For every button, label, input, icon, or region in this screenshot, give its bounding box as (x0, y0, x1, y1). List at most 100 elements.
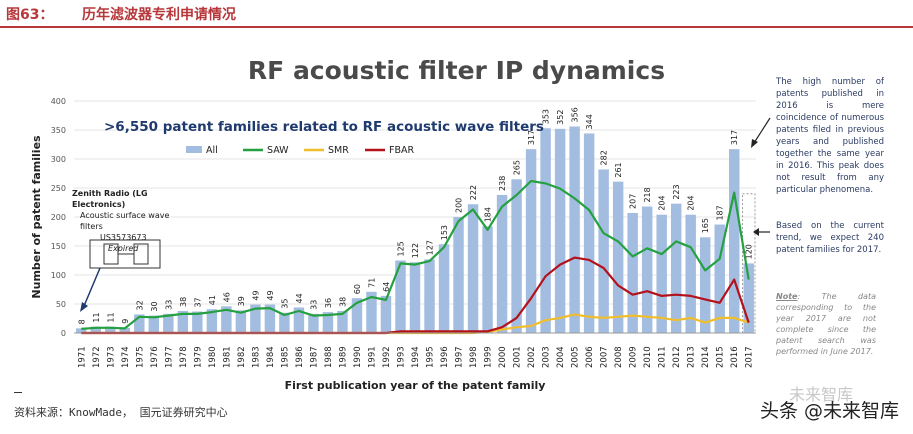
x-tick-label: 2009 (629, 346, 639, 368)
note-arrowhead-2017 (753, 228, 759, 236)
bar-all (525, 149, 537, 333)
y-tick-label: 400 (51, 97, 66, 106)
bar-data-label: 44 (295, 293, 304, 303)
figure-title: 历年滤波器专利申请情况 (82, 7, 236, 23)
bar-data-label: 356 (571, 107, 580, 122)
bar-all (90, 326, 101, 333)
x-tick-label: 2004 (556, 346, 566, 368)
bar-data-label: 344 (585, 114, 594, 129)
bar-all (540, 128, 551, 333)
x-tick-label: 2001 (513, 346, 523, 368)
chart-title: RF acoustic filter IP dynamics (247, 56, 666, 85)
bar-data-label: 265 (513, 160, 522, 175)
inset-annotation: Zenith Radio (LG Electronics) Acoustic s… (72, 188, 182, 254)
x-tick-label: 2016 (730, 346, 740, 368)
bar-all (134, 314, 145, 333)
bar-all (656, 214, 667, 333)
legend-label-fbar: FBAR (389, 145, 414, 156)
bar-data-label: 41 (208, 295, 217, 305)
bar-all (685, 214, 696, 333)
bar-all (366, 291, 377, 333)
bar-all (554, 128, 566, 333)
bar-all (699, 237, 711, 333)
bar-all (438, 244, 450, 333)
bar-all (583, 133, 595, 333)
figure-label: 图63： (6, 7, 54, 23)
y-tick-label: 50 (56, 300, 66, 309)
chart-subtitle: >6,550 patent families related to RF aco… (104, 119, 544, 135)
y-axis-label: Number of patent families (30, 135, 43, 299)
bar-all (395, 260, 406, 333)
bar-data-label: 38 (179, 297, 188, 307)
bar-all (221, 306, 232, 333)
y-tick-label: 100 (51, 271, 66, 280)
x-tick-label: 2011 (658, 346, 668, 368)
bar-all (279, 312, 290, 333)
x-tick-label: 1987 (309, 346, 319, 368)
x-tick-label: 2007 (600, 346, 610, 368)
bar-data-label: 33 (164, 300, 173, 310)
bar-data-label: 153 (440, 225, 449, 240)
inset-line1: Acoustic surface wave filters (80, 211, 170, 231)
series-line-saw (81, 179, 750, 330)
x-tick-label: 2006 (585, 346, 595, 368)
x-tick-label: 1979 (193, 346, 203, 368)
x-tick-label: 1976 (150, 346, 160, 368)
note-2016: The high number of patents published in … (776, 77, 884, 195)
bar-data-label: 122 (411, 243, 420, 258)
bar-all (250, 304, 261, 333)
bar-all (424, 259, 435, 333)
x-tick-label: 2017 (745, 346, 755, 368)
bar-data-label: 11 (106, 312, 115, 322)
x-tick-label: 2000 (498, 346, 508, 368)
bar-all (467, 204, 479, 333)
x-tick-label: 1992 (382, 346, 392, 368)
bar-all (264, 304, 276, 333)
y-tick-label: 150 (51, 242, 66, 251)
bar-all (235, 310, 247, 333)
inset-line3: Expired (108, 244, 139, 253)
bar-data-label: 49 (266, 290, 275, 300)
bar-all (293, 307, 305, 333)
x-tick-label: 1989 (338, 346, 348, 368)
bar-all (206, 309, 218, 333)
bar-all (641, 206, 653, 333)
bar-all (163, 313, 174, 333)
x-tick-label: 2008 (614, 346, 624, 368)
legend-label-all: All (206, 145, 218, 156)
bar-all (627, 212, 638, 333)
bar-data-label: 125 (396, 241, 405, 256)
bar-data-label: 39 (237, 296, 246, 306)
note-arrow-2016 (753, 117, 771, 144)
x-tick-label: 1993 (396, 346, 406, 368)
bar-all (729, 149, 740, 333)
x-tick-label: 2010 (643, 346, 653, 368)
bar-data-label: 38 (338, 297, 347, 307)
bar-data-label: 207 (629, 194, 638, 209)
bar-data-label: 204 (658, 195, 667, 210)
bar-data-label: 204 (687, 195, 696, 210)
x-tick-label: 1983 (251, 346, 261, 368)
bar-all (482, 226, 493, 333)
x-tick-label: 2005 (571, 346, 581, 368)
x-tick-label: 1973 (106, 346, 116, 368)
x-tick-label: 1988 (324, 346, 334, 368)
bar-data-label: 8 (77, 319, 86, 324)
x-tick-label: 2003 (542, 346, 552, 368)
bar-all (714, 224, 725, 333)
watermark: 头条 @未来智库 (759, 400, 899, 422)
bar-all (105, 326, 116, 333)
x-tick-label: 1978 (179, 346, 189, 368)
source-note: 资料来源：KnowMade， 国元证券研究中心 (14, 406, 228, 419)
bar-data-label: 9 (121, 319, 130, 324)
bar-all (322, 312, 334, 333)
x-tick-label: 1982 (237, 346, 247, 368)
bar-data-label: 46 (222, 292, 231, 302)
bar-data-label: 165 (701, 218, 710, 233)
bar-data-label: 127 (426, 240, 435, 255)
x-tick-label: 1977 (164, 346, 174, 368)
bar-data-label: 261 (614, 162, 623, 177)
bar-data-label: 71 (367, 278, 376, 288)
bar-all (743, 263, 754, 333)
